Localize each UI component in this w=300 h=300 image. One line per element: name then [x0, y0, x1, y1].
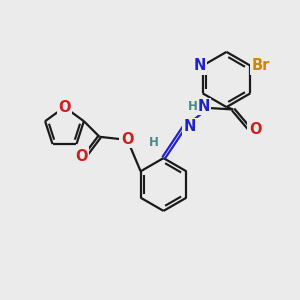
Text: O: O — [75, 149, 88, 164]
Text: O: O — [58, 100, 71, 115]
Text: N: N — [184, 119, 196, 134]
Text: H: H — [188, 100, 197, 113]
Text: H: H — [149, 136, 159, 149]
Text: O: O — [121, 132, 134, 147]
Text: O: O — [249, 122, 261, 136]
Text: N: N — [197, 99, 210, 114]
Text: N: N — [194, 58, 206, 73]
Text: Br: Br — [252, 58, 270, 73]
